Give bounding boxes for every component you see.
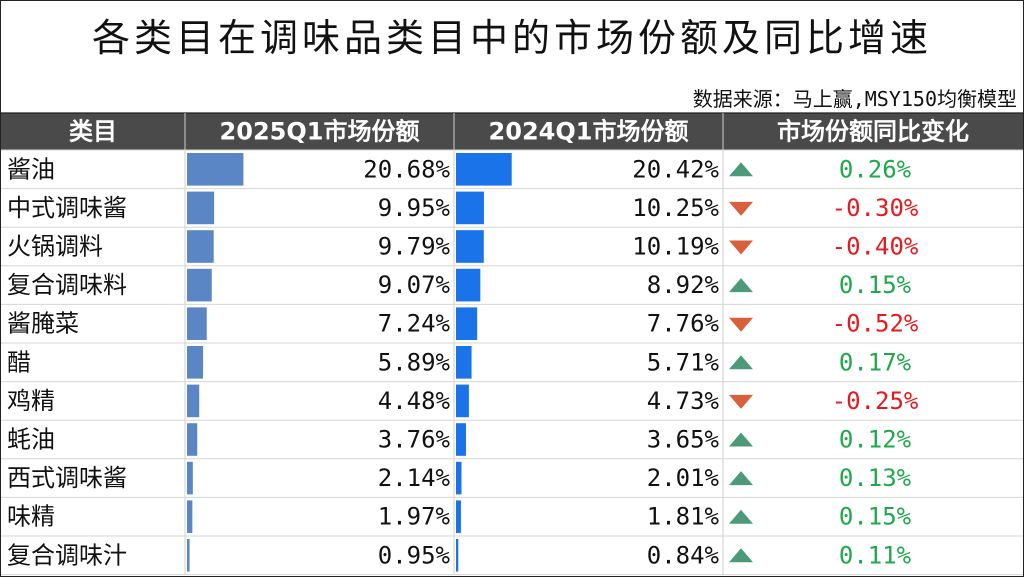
value-2024: 2.01% xyxy=(647,464,720,492)
bar-2025 xyxy=(187,423,198,456)
bar-2024 xyxy=(456,191,484,225)
value-2024: 8.92% xyxy=(647,271,720,299)
category-label: 复合调味汁 xyxy=(7,541,127,569)
bar-2024 xyxy=(456,500,461,533)
trend-up-icon xyxy=(729,162,753,177)
value-2025: 20.68% xyxy=(363,155,450,183)
column-header: 2024Q1市场份额 xyxy=(489,118,689,146)
value-2025: 3.76% xyxy=(378,426,451,454)
category-label: 酱油 xyxy=(7,155,55,183)
change-value: 0.15% xyxy=(839,503,912,531)
change-value: 0.17% xyxy=(839,348,912,376)
value-2025: 9.95% xyxy=(378,194,451,222)
value-2024: 7.76% xyxy=(647,310,720,338)
value-2025: 1.97% xyxy=(378,503,451,531)
bar-2024 xyxy=(456,230,484,263)
bar-2024 xyxy=(456,268,481,302)
bar-2024 xyxy=(456,153,512,186)
change-value: 0.15% xyxy=(839,271,912,299)
trend-up-icon xyxy=(729,278,753,293)
trend-up-icon xyxy=(729,509,753,524)
bar-2025 xyxy=(187,384,200,418)
value-2024: 4.73% xyxy=(647,387,720,415)
value-2024: 5.71% xyxy=(647,348,720,376)
value-2025: 9.07% xyxy=(378,271,451,299)
category-label: 火锅调料 xyxy=(7,233,103,261)
change-value: 0.11% xyxy=(839,541,912,569)
bar-2025 xyxy=(187,539,190,572)
value-2024: 3.65% xyxy=(647,426,720,454)
trend-down-icon xyxy=(729,201,753,216)
change-value: -0.40% xyxy=(832,233,919,261)
bar-2025 xyxy=(187,346,204,379)
value-2025: 7.24% xyxy=(378,310,451,338)
bar-2025 xyxy=(187,153,244,186)
change-value: 0.13% xyxy=(839,464,912,492)
column-header: 2025Q1市场份额 xyxy=(220,118,420,146)
bar-2024 xyxy=(456,346,472,379)
bar-2024 xyxy=(456,423,466,456)
value-2025: 4.48% xyxy=(378,387,451,415)
category-label: 西式调味酱 xyxy=(7,464,127,492)
category-label: 味精 xyxy=(7,503,55,531)
column-header: 市场份额同比变化 xyxy=(777,118,969,146)
value-2024: 1.81% xyxy=(647,503,720,531)
value-2024: 10.19% xyxy=(632,233,719,261)
change-value: -0.52% xyxy=(832,310,919,338)
trend-down-icon xyxy=(729,240,753,255)
bar-2025 xyxy=(187,268,212,302)
category-label: 蚝油 xyxy=(7,426,55,454)
value-2024: 10.25% xyxy=(632,194,719,222)
bar-2025 xyxy=(187,230,214,263)
change-value: 0.26% xyxy=(839,155,912,183)
value-2025: 0.95% xyxy=(378,541,451,569)
bar-2025 xyxy=(187,191,215,225)
category-label: 复合调味料 xyxy=(7,271,127,299)
bar-2024 xyxy=(456,539,459,572)
category-label: 醋 xyxy=(7,348,31,376)
chart-title: 各类目在调味品类目中的市场份额及同比增速 xyxy=(91,16,932,60)
value-2024: 0.84% xyxy=(647,541,720,569)
bar-2025 xyxy=(187,307,207,340)
value-2025: 5.89% xyxy=(378,348,451,376)
value-2025: 9.79% xyxy=(378,233,451,261)
trend-up-icon xyxy=(729,471,753,486)
column-header: 类目 xyxy=(69,118,117,146)
change-value: 0.12% xyxy=(839,426,912,454)
change-value: -0.30% xyxy=(832,194,919,222)
table-header xyxy=(1,113,1023,150)
bar-2025 xyxy=(187,461,193,495)
change-value: -0.25% xyxy=(832,387,919,415)
source-note: 数据来源：马上赢,MSY150均衡模型 xyxy=(692,87,1017,111)
trend-down-icon xyxy=(729,317,753,332)
category-label: 中式调味酱 xyxy=(7,194,127,222)
bar-2025 xyxy=(187,500,193,533)
trend-up-icon xyxy=(729,548,753,563)
value-2024: 20.42% xyxy=(632,155,719,183)
value-2025: 2.14% xyxy=(378,464,451,492)
bar-2024 xyxy=(456,307,478,340)
bar-2024 xyxy=(456,384,469,418)
category-label: 鸡精 xyxy=(7,387,55,415)
trend-up-icon xyxy=(729,432,753,447)
trend-up-icon xyxy=(729,355,753,370)
bar-2024 xyxy=(456,461,462,495)
category-label: 酱腌菜 xyxy=(7,310,79,338)
trend-down-icon xyxy=(729,394,753,409)
